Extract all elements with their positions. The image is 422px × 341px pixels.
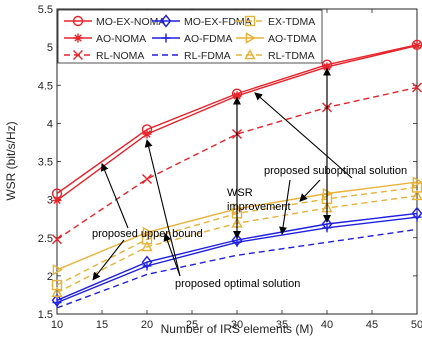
- axis-ticks: 10 15 20 25 30 35 40 45 50 1.5 2 2.5 3 3.5 4 4.5 5 5.5: [38, 4, 422, 331]
- series-ao-fdma: [52, 212, 422, 308]
- y-tick-label: 1.5: [38, 309, 53, 321]
- data-point: [52, 298, 62, 308]
- x-tick-label: 20: [141, 319, 153, 331]
- annotation-improvement: improvement: [227, 201, 291, 213]
- data-point: [141, 240, 153, 252]
- legend-label: AO-NOMA: [96, 33, 146, 45]
- data-point: [142, 174, 152, 185]
- arrow-suboptimal: [254, 92, 353, 179]
- x-tick-label: 30: [231, 319, 243, 331]
- legend-marker: [73, 50, 83, 60]
- legend-entry: RL-NOMA: [64, 50, 144, 62]
- legend-label: RL-TDMA: [268, 50, 315, 62]
- legend-entry: AO-FDMA: [152, 33, 232, 45]
- legend-label: AO-FDMA: [184, 33, 232, 45]
- x-tick-label: 45: [366, 319, 378, 331]
- legend-entry: EX-TDMA: [236, 15, 315, 28]
- x-tick-label: 10: [51, 319, 63, 331]
- x-tick-label: 15: [96, 319, 108, 331]
- y-tick-label: 3: [47, 195, 53, 207]
- legend-marker: [72, 15, 84, 27]
- data-point: [142, 226, 153, 239]
- series-line: [56, 228, 418, 309]
- annotation-wsr: WSR: [227, 187, 253, 199]
- arrow-optimal: [144, 139, 181, 277]
- legend-marker: [161, 33, 171, 43]
- y-tick-label: 3.5: [38, 157, 53, 169]
- data-point: [232, 91, 242, 101]
- x-axis-label: Number of IRS elements (M): [161, 322, 314, 336]
- y-tick-label: 2.5: [38, 233, 53, 245]
- legend-marker: [160, 14, 172, 28]
- annotation-upper-bound: proposed upper bound: [92, 228, 203, 240]
- data-point: [52, 195, 62, 205]
- legend-marker: [244, 49, 256, 60]
- legend-label: AO-TDMA: [268, 33, 316, 45]
- legend-entry: MO-EX-FDMA: [152, 14, 252, 28]
- y-tick-label: 4: [47, 118, 53, 130]
- legend-marker: [73, 33, 83, 43]
- legend-marker: [244, 15, 256, 27]
- annotation-labels: proposed upper bound proposed optimal so…: [92, 165, 407, 290]
- data-point: [412, 176, 422, 188]
- series-ao-noma: [52, 41, 422, 205]
- legend-entry: AO-TDMA: [236, 32, 316, 45]
- arrow-suboptimal: [279, 179, 291, 235]
- series-rl-noma: [52, 82, 422, 245]
- y-tick-label: 4.5: [38, 80, 53, 92]
- legend-marker: [245, 32, 256, 44]
- data-point: [142, 129, 152, 139]
- x-tick-label: 50: [411, 319, 422, 331]
- data-point: [142, 261, 152, 271]
- arrow-upper-bound: [100, 162, 129, 229]
- y-tick-label: 5.5: [38, 4, 53, 16]
- legend-label: EX-TDMA: [268, 16, 315, 28]
- annotation-suboptimal: proposed suboptimal solution: [264, 165, 407, 177]
- x-tick-label: 35: [276, 319, 288, 331]
- legend-entry: MO-EX-NOMA: [64, 15, 165, 28]
- arrow-optimal: [163, 232, 181, 277]
- annotation-arrows: [92, 67, 353, 281]
- legend-entry: RL-FDMA: [152, 50, 231, 62]
- x-tick-label: 25: [186, 319, 198, 331]
- y-axis-label: WSR (bit/s/Hz): [4, 121, 18, 200]
- y-tick-label: 5: [47, 42, 53, 54]
- legend-label: RL-NOMA: [96, 50, 144, 62]
- data-point: [52, 234, 62, 245]
- x-tick-label: 40: [321, 319, 333, 331]
- annotation-optimal: proposed optimal solution: [175, 278, 300, 290]
- legend-label: MO-EX-NOMA: [96, 16, 165, 28]
- legend-label: RL-FDMA: [184, 50, 231, 62]
- arrow-suboptimal: [299, 179, 321, 202]
- data-point: [412, 82, 422, 93]
- data-point: [52, 264, 63, 276]
- arrow-upper-bound: [92, 239, 125, 281]
- data-point: [411, 189, 422, 201]
- y-tick-label: 2: [47, 271, 53, 283]
- legend-box: [57, 9, 323, 64]
- legend: MO-EX-NOMA MO-EX-FDMA EX-TDMA AO-NOMA AO-FDM…: [57, 9, 323, 64]
- legend-entry: AO-NOMA: [64, 33, 146, 45]
- data-point: [51, 286, 63, 297]
- data-point: [412, 41, 422, 51]
- series-rl-fdma: [56, 228, 418, 309]
- data-point: [322, 62, 332, 72]
- series-line: [56, 86, 418, 240]
- data-point: [412, 212, 422, 222]
- legend-label: MO-EX-FDMA: [184, 16, 252, 28]
- data-point: [232, 237, 242, 247]
- legend-entry: RL-TDMA: [236, 49, 315, 62]
- data-point: [322, 223, 332, 233]
